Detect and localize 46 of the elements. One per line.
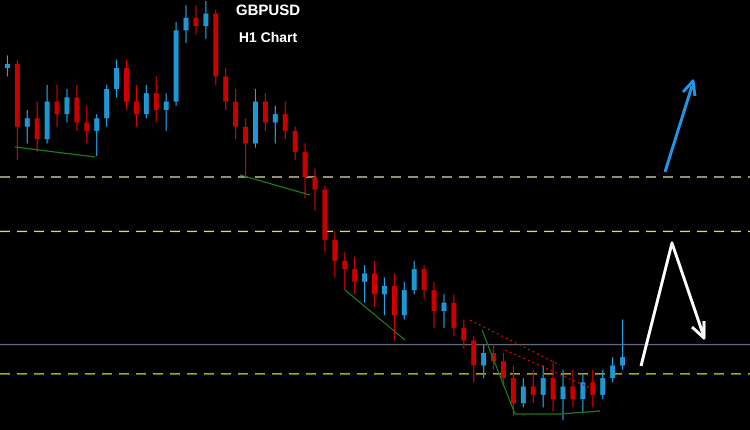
candlestick bbox=[262, 92, 268, 132]
candlestick bbox=[243, 118, 248, 178]
text: H1 Chart bbox=[238, 29, 298, 45]
candlestick bbox=[154, 76, 159, 124]
candlestick bbox=[64, 88, 70, 124]
candlestick bbox=[4, 54, 10, 78]
candlestick bbox=[193, 4, 198, 36]
candlestick bbox=[441, 294, 446, 328]
candlestick bbox=[203, 0, 208, 40]
candlestick bbox=[372, 260, 378, 308]
candlestick bbox=[461, 318, 466, 350]
candlestick bbox=[610, 356, 616, 383]
candlestick bbox=[550, 360, 556, 412]
candlestick bbox=[272, 105, 278, 144]
candlestick bbox=[580, 373, 586, 412]
candlestick bbox=[501, 352, 506, 388]
candlestick bbox=[144, 84, 149, 119]
candlestick bbox=[362, 264, 368, 304]
chart-title: GBPUSD bbox=[236, 2, 300, 19]
candlestick bbox=[600, 369, 606, 400]
candlestick bbox=[292, 126, 298, 161]
candlestick bbox=[540, 364, 546, 408]
candlestick bbox=[590, 369, 596, 408]
candlestick bbox=[24, 109, 30, 144]
candlestick bbox=[94, 114, 100, 157]
candlestick bbox=[412, 260, 417, 295]
candlestick bbox=[312, 168, 318, 212]
candlestick bbox=[84, 105, 90, 144]
candlestick bbox=[114, 59, 120, 98]
candlestick bbox=[570, 369, 576, 408]
candlestick bbox=[560, 369, 566, 421]
candlestick bbox=[481, 344, 486, 379]
candlestick bbox=[620, 318, 626, 370]
candlestick bbox=[34, 100, 40, 152]
candlestick bbox=[134, 84, 139, 128]
candlestick bbox=[54, 84, 60, 128]
candlestick bbox=[530, 369, 536, 404]
candlestick bbox=[382, 276, 387, 316]
candlestick bbox=[520, 378, 526, 408]
candlestick bbox=[332, 230, 338, 278]
candlestick bbox=[282, 100, 288, 140]
candlestick bbox=[432, 281, 437, 328]
candlestick bbox=[422, 264, 427, 300]
candlestick bbox=[164, 92, 169, 132]
candlestick bbox=[352, 256, 358, 295]
candlestick bbox=[184, 4, 189, 44]
